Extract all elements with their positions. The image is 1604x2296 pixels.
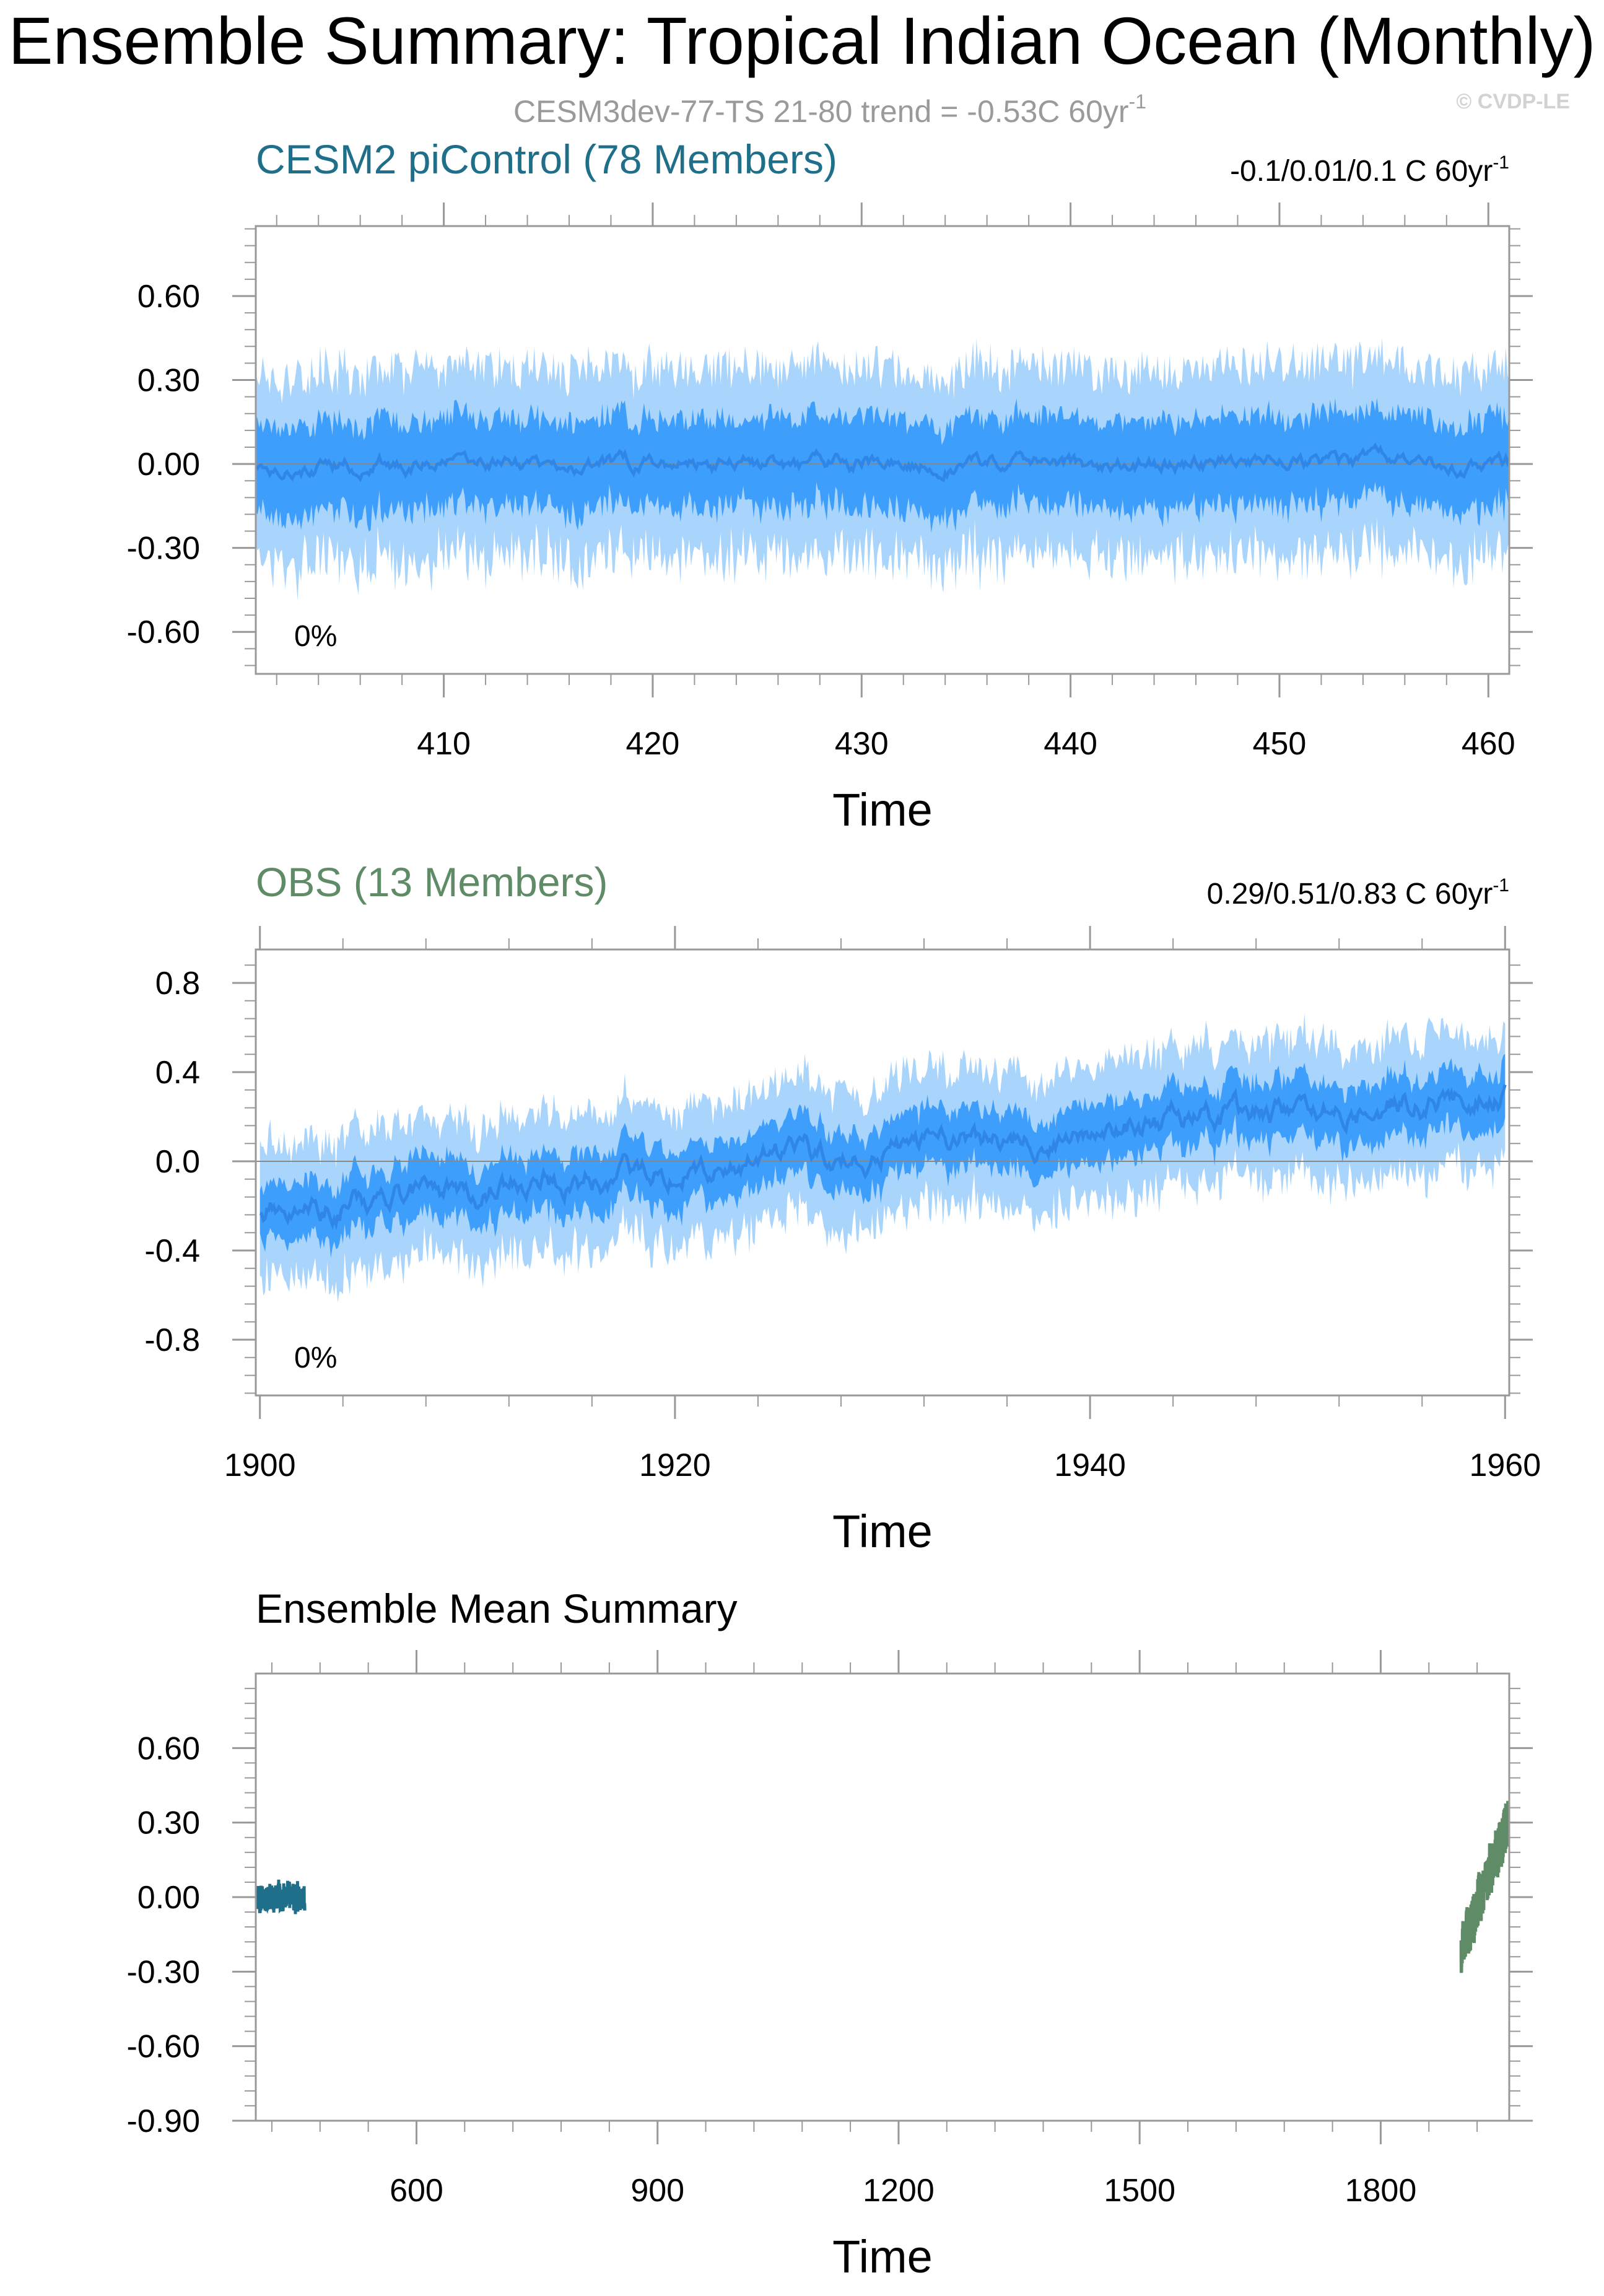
- plot-frame: [255, 225, 1510, 675]
- plot-frame: [255, 948, 1510, 1397]
- plot-frame: [255, 1672, 1510, 2122]
- panel-title: CESM2 piControl (78 Members): [256, 136, 837, 182]
- panel-title: OBS (13 Members): [256, 859, 608, 905]
- y-tick-label: 0.0: [155, 1144, 200, 1180]
- trend-label-main: 0.29/0.51/0.83 C 60yr: [1207, 878, 1493, 910]
- y-tick-label: 0.4: [155, 1055, 200, 1091]
- y-tick-label: -0.4: [144, 1233, 200, 1269]
- ensemble-mean-line: [256, 442, 1509, 482]
- x-tick-label: 410: [417, 726, 471, 762]
- x-tick-label: 1940: [1054, 1447, 1126, 1483]
- x-axis-label: Time: [832, 2231, 933, 2282]
- panel-cesm2-picontrol: CESM2 piControl (78 Members) -0.1/0.01/0.…: [126, 136, 1533, 836]
- x-tick-label: 430: [835, 726, 889, 762]
- page-subtitle-main: CESM3dev-77-TS 21-80 trend = -0.53C 60yr: [513, 94, 1129, 129]
- plot-area: [256, 1801, 1509, 1973]
- y-tick-label: 0.8: [155, 966, 200, 1002]
- y-tick-label: 0.00: [137, 1880, 200, 1916]
- trend-label-main: -0.1/0.01/0.1 C 60yr: [1230, 155, 1493, 188]
- panel-ensemble-mean-summary: Ensemble Mean Summary 0.60 0.30 0.00 -0.30 -0…: [126, 1586, 1533, 2282]
- x-tick-label: 1800: [1345, 2173, 1417, 2209]
- y-tick-label: 0.00: [137, 447, 200, 482]
- x-tick-label: 460: [1462, 726, 1515, 762]
- x-tick-label: 450: [1253, 726, 1307, 762]
- y-tick-label: -0.90: [126, 2103, 200, 2139]
- ensemble-mean-line: [259, 1084, 1507, 1231]
- percent-label: 0%: [294, 620, 337, 653]
- x-tick-label: 1900: [224, 1447, 296, 1483]
- trend-label: 0.29/0.51/0.83 C 60yr-1: [1207, 875, 1509, 910]
- y-tick-label: -0.8: [144, 1322, 200, 1358]
- y-tick-label: 0.60: [137, 279, 200, 315]
- x-tick-label: 900: [630, 2173, 684, 2209]
- page-subtitle-sup: -1: [1129, 90, 1146, 113]
- watermark: © CVDP-LE: [1456, 90, 1570, 113]
- x-tick-label: 1960: [1469, 1447, 1541, 1483]
- panel-title: Ensemble Mean Summary: [256, 1586, 738, 1631]
- plot-area: [256, 1013, 1509, 1303]
- y-tick-label: 0.30: [137, 363, 200, 399]
- trend-label-sup: -1: [1493, 875, 1509, 896]
- y-tick-label: 0.30: [137, 1805, 200, 1841]
- x-tick-label: 1500: [1104, 2173, 1175, 2209]
- page-subtitle: CESM3dev-77-TS 21-80 trend = -0.53C 60yr…: [513, 90, 1146, 129]
- trend-label: -0.1/0.01/0.1 C 60yr-1: [1230, 152, 1509, 188]
- x-tick-label: 600: [390, 2173, 443, 2209]
- x-axis-label: Time: [832, 1506, 933, 1557]
- page-title: Ensemble Summary: Tropical Indian Ocean …: [8, 3, 1595, 78]
- plot-area: [256, 338, 1509, 601]
- y-tick-label: -0.60: [126, 2029, 200, 2065]
- y-tick-label: -0.30: [126, 1954, 200, 1990]
- series-line-cesm2: [256, 1879, 307, 1914]
- x-axis-label: Time: [832, 784, 933, 836]
- panel-obs: OBS (13 Members) 0.29/0.51/0.83 C 60yr-10…: [144, 859, 1541, 1557]
- x-tick-label: 1200: [863, 2173, 935, 2209]
- x-tick-label: 420: [626, 726, 680, 762]
- y-tick-label: -0.30: [126, 531, 200, 567]
- trend-label-sup: -1: [1493, 152, 1509, 173]
- series-line-obs: [1459, 1801, 1509, 1973]
- x-tick-label: 440: [1044, 726, 1097, 762]
- x-tick-label: 1920: [639, 1447, 711, 1483]
- y-tick-label: -0.60: [126, 614, 200, 650]
- percent-label: 0%: [294, 1342, 337, 1374]
- y-tick-label: 0.60: [137, 1731, 200, 1766]
